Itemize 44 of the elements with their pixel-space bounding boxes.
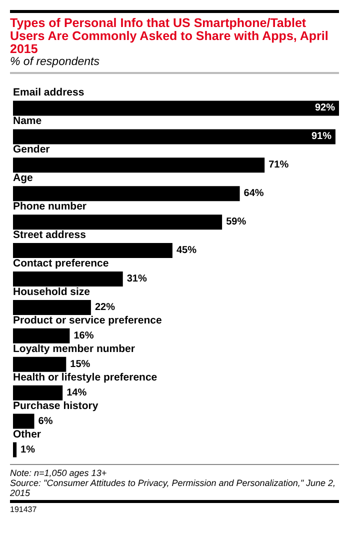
y-tick-label: Contact preference [13, 258, 109, 270]
bar [13, 186, 240, 202]
bar [13, 385, 63, 400]
bar [13, 414, 34, 429]
source-note: Source: "Consumer Attitudes to Privacy, Permission and Personalization," June 2, 2015 [10, 478, 336, 498]
y-tick-label: Name [13, 115, 42, 128]
data-label: 31% [126, 274, 147, 284]
y-tick-label: Age [13, 172, 33, 184]
data-label: 16% [74, 330, 94, 342]
data-label: 91% [311, 131, 332, 142]
chart-title: Types of Personal Info that US Smartphone/Tablet Users Are Commonly Asked to Share with Apps, April 2015 [10, 10, 339, 56]
y-tick-label: Gender [13, 144, 50, 156]
bar [13, 328, 70, 344]
text: 191437 [10, 504, 38, 514]
chart-subtitle: % of respondents [10, 56, 339, 74]
y-tick-label: Purchase history [13, 400, 98, 412]
data-label: 92% [314, 102, 336, 114]
y-tick-label: Other [13, 428, 42, 440]
bar [13, 100, 339, 116]
text: Note: n=1,050 ages 13+ [10, 468, 107, 478]
data-label: 71% [268, 160, 289, 171]
data-label: 45% [176, 245, 197, 256]
bar [13, 300, 91, 315]
bar [13, 272, 123, 286]
bar [13, 129, 336, 144]
y-tick-label: Phone number [13, 200, 87, 213]
y-tick-label: Email address [13, 86, 84, 99]
data-label: 6% [38, 416, 53, 427]
y-tick-label: Health or lifestyle preference [13, 371, 158, 384]
y-tick-label: Product or service preference [13, 314, 162, 326]
bar [13, 356, 66, 372]
y-tick-label: Street address [13, 229, 86, 242]
data-label: 64% [244, 188, 264, 200]
data-label: 15% [70, 358, 90, 370]
data-label: 1% [20, 444, 36, 456]
bar [13, 442, 17, 458]
data-label: 59% [226, 216, 246, 228]
bar [13, 214, 222, 230]
data-label: 22% [94, 302, 116, 313]
bar [13, 158, 265, 173]
bar [13, 243, 172, 258]
y-tick-label: Household size [13, 286, 90, 298]
y-tick-label: Loyalty member number [13, 342, 135, 355]
data-label: 14% [66, 387, 87, 398]
